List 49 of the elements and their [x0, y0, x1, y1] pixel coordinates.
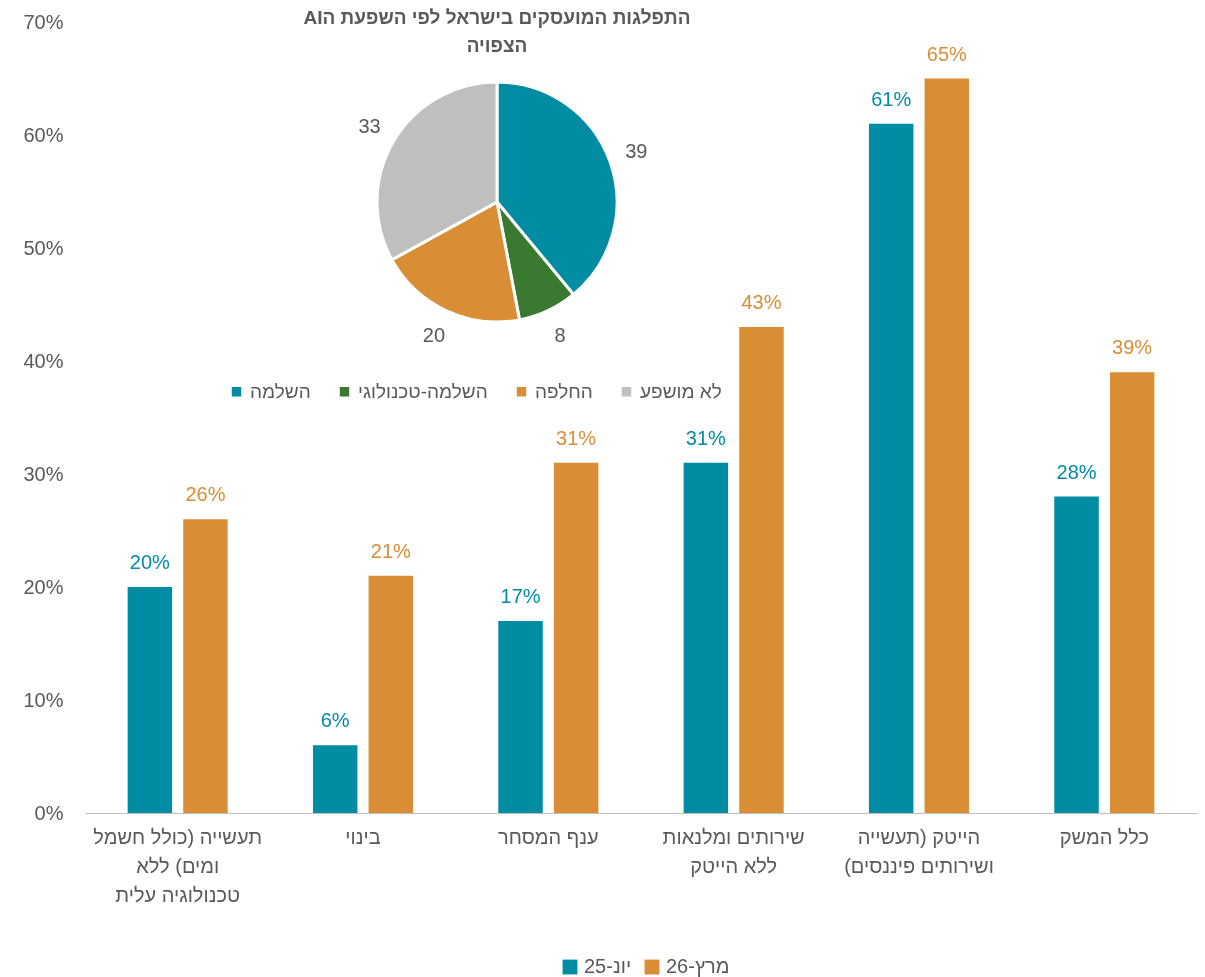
data-label: 20% — [129, 551, 171, 573]
x-tick-label: הייטק (תעשייה ושירותים פיננסים) — [844, 825, 994, 877]
y-tick-label: 10% — [23, 688, 64, 711]
data-label: 26% — [185, 483, 226, 506]
bar — [183, 519, 228, 813]
bar — [683, 462, 729, 813]
data-label: 33 — [358, 114, 381, 137]
bar — [1054, 496, 1099, 813]
x-tick-label: תעשייה (כולל חשמל ומים) ללא טכנולוגיה עלית — [93, 825, 263, 906]
y-tick-label: 0% — [34, 801, 64, 824]
legend-label: מרץ-26 — [666, 955, 730, 977]
bar — [868, 123, 914, 813]
data-label: 28% — [1056, 460, 1097, 483]
bar — [739, 327, 784, 813]
data-label: 20 — [422, 323, 446, 346]
y-tick-label: 70% — [23, 10, 64, 33]
y-tick-label: 30% — [23, 462, 64, 485]
legend-label: השלמה-טכנולוגי — [358, 380, 488, 402]
data-label: 39% — [1112, 336, 1153, 359]
data-label: 17% — [500, 584, 541, 607]
data-label: 65% — [926, 42, 968, 65]
y-tick-label: 40% — [23, 349, 64, 372]
x-tick-label: שירותים ומלנאות ללא הייטק — [662, 825, 805, 877]
x-tick-label: בינוי — [345, 825, 381, 848]
data-label: 39 — [625, 139, 648, 162]
legend-label: לא מושפע — [640, 380, 722, 402]
y-tick-label: 20% — [23, 575, 64, 598]
x-tick-label: ענף המסחר — [498, 825, 599, 848]
data-label: 43% — [741, 291, 782, 314]
data-label: 31% — [685, 426, 727, 449]
bar — [312, 745, 358, 813]
data-label: 61% — [871, 87, 912, 110]
bar — [498, 620, 543, 813]
x-tick-label: כלל המשק — [1059, 825, 1149, 848]
data-label: 8 — [554, 323, 566, 346]
bar — [553, 462, 599, 813]
bar — [368, 575, 414, 813]
bar — [127, 587, 173, 813]
y-tick-label: 50% — [23, 236, 64, 259]
data-label: 6% — [320, 709, 350, 732]
data-label: 21% — [370, 539, 412, 562]
y-tick-label: 60% — [23, 123, 64, 146]
data-label: 31% — [556, 426, 597, 449]
legend-label: יונ-25 — [584, 955, 632, 977]
chart-title: התפלגות המועסקים בישראל לפי השפעת הAI הצפויה — [303, 7, 691, 56]
bar — [924, 78, 970, 813]
bar — [1109, 372, 1155, 813]
legend-label: החלפה — [535, 380, 593, 402]
legend-label: השלמה — [250, 380, 311, 402]
